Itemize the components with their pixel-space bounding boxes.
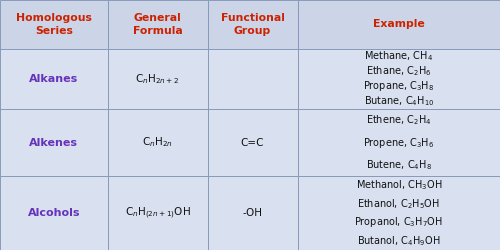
Text: Alkanes: Alkanes [29, 74, 78, 84]
Bar [298, 49, 500, 109]
Bar [108, 109, 208, 176]
Text: -OH: -OH [242, 208, 262, 218]
Bar [108, 49, 208, 109]
Text: Propanol, C$_3$H$_7$OH: Propanol, C$_3$H$_7$OH [354, 215, 443, 229]
Text: C=C: C=C [241, 138, 264, 147]
Text: Alkenes: Alkenes [29, 138, 78, 147]
Text: Ethanol, C$_2$H$_5$OH: Ethanol, C$_2$H$_5$OH [358, 197, 440, 211]
Bar [208, 0, 298, 49]
Text: C$_n$H$_{2n+2}$: C$_n$H$_{2n+2}$ [136, 72, 180, 86]
Text: C$_n$H$_{(2n+1)}$OH: C$_n$H$_{(2n+1)}$OH [124, 206, 190, 221]
Text: Example: Example [373, 19, 424, 29]
Bar [0, 176, 108, 250]
Text: Alcohols: Alcohols [28, 208, 80, 218]
Text: Functional
Group: Functional Group [220, 13, 284, 36]
Bar [0, 109, 108, 176]
Bar [108, 0, 208, 49]
Text: Methane, CH$_4$: Methane, CH$_4$ [364, 49, 433, 63]
Text: Ethene, C$_2$H$_4$: Ethene, C$_2$H$_4$ [366, 113, 432, 127]
Bar [298, 109, 500, 176]
Bar [0, 0, 108, 49]
Text: C$_n$H$_{2n}$: C$_n$H$_{2n}$ [142, 136, 173, 149]
Text: General
Formula: General Formula [132, 13, 182, 36]
Text: Propene, C$_3$H$_6$: Propene, C$_3$H$_6$ [363, 136, 434, 149]
Bar [108, 176, 208, 250]
Bar [298, 0, 500, 49]
Bar [208, 49, 298, 109]
Bar [0, 49, 108, 109]
Text: Ethane, C$_2$H$_6$: Ethane, C$_2$H$_6$ [366, 64, 432, 78]
Text: Methanol, CH$_3$OH: Methanol, CH$_3$OH [356, 178, 442, 192]
Text: Butene, C$_4$H$_8$: Butene, C$_4$H$_8$ [366, 158, 432, 172]
Bar [208, 109, 298, 176]
Text: Propane, C$_3$H$_8$: Propane, C$_3$H$_8$ [363, 79, 434, 93]
Text: Butane, C$_4$H$_{10}$: Butane, C$_4$H$_{10}$ [364, 94, 434, 108]
Text: Butanol, C$_4$H$_9$OH: Butanol, C$_4$H$_9$OH [357, 234, 440, 248]
Bar [208, 176, 298, 250]
Text: Homologous
Series: Homologous Series [16, 13, 92, 36]
Bar [298, 176, 500, 250]
